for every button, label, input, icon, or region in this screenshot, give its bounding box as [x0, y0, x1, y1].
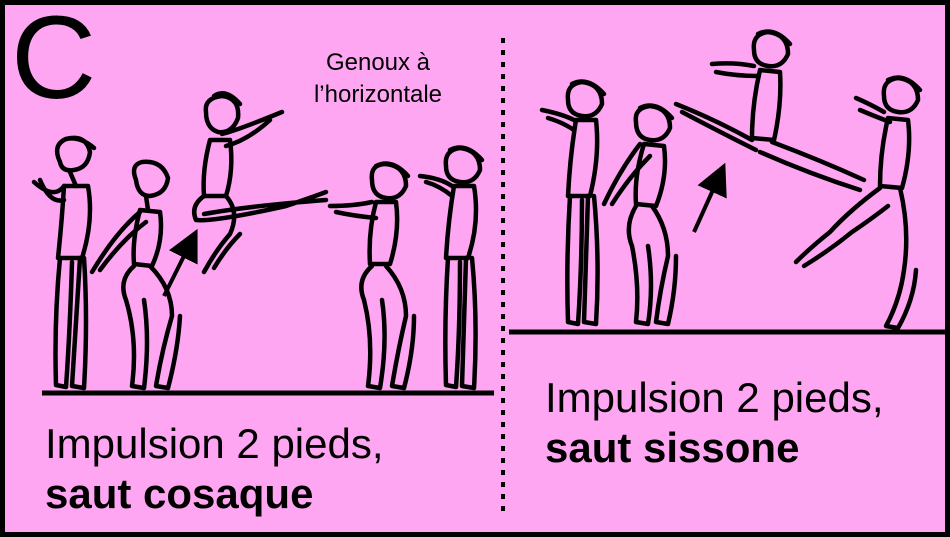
gymnast-landing-crouch — [327, 161, 417, 391]
panel-letter: C — [11, 0, 97, 124]
right-caption: Impulsion 2 pieds, saut sissone — [545, 373, 884, 473]
annotation-line-1: Genoux à — [325, 49, 431, 76]
gymnast-standing-2 — [417, 145, 485, 391]
left-caption-jump-name: saut cosaque — [45, 470, 314, 517]
right-caption-jump-name: saut sissone — [545, 424, 800, 471]
left-caption: Impulsion 2 pieds, saut cosaque — [45, 419, 384, 519]
gymnast-sissone-jump — [673, 29, 867, 193]
right-caption-line-1: Impulsion 2 pieds, — [545, 374, 884, 421]
left-jump-arrow — [162, 228, 198, 297]
annotation-line-2: l’horizontale — [313, 81, 443, 108]
gymnast-standing-1 — [31, 135, 97, 391]
gymnast-crouching-1 — [89, 159, 183, 391]
gymnast-landing-arabesque — [793, 75, 923, 331]
right-jump-arrow — [692, 162, 727, 233]
left-caption-line-1: Impulsion 2 pieds, — [45, 420, 384, 467]
knees-annotation: Genoux à l’horizontale — [273, 47, 483, 111]
figures-layer — [31, 29, 945, 512]
gymnast-standing-3 — [539, 79, 607, 327]
gymnast-cossack-jump — [192, 91, 329, 275]
gymnast-crouching-2 — [601, 103, 679, 327]
